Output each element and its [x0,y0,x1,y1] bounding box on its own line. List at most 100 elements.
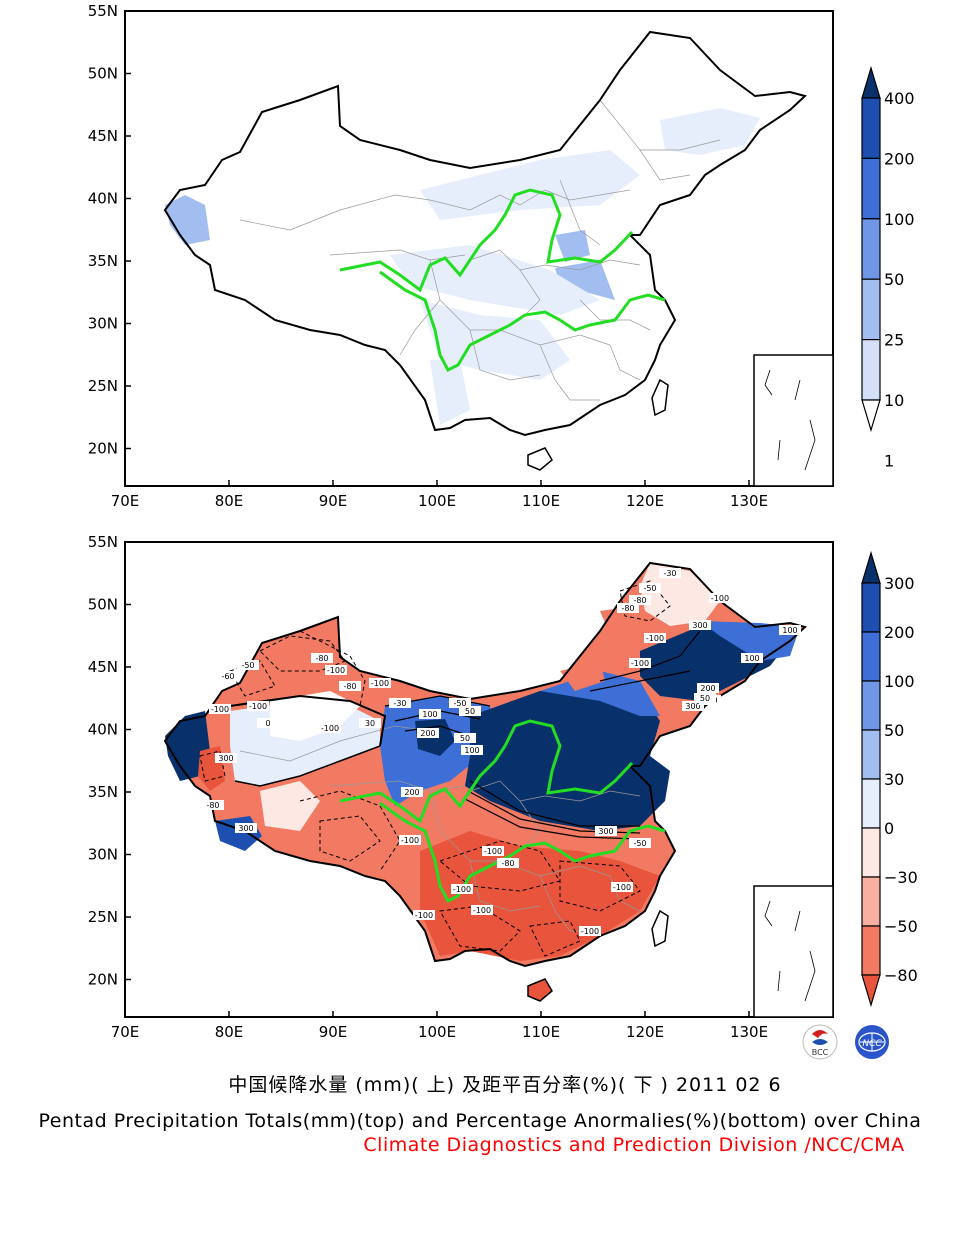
colorbar-label: 50 [884,721,904,740]
top-y-ticks: 55N 50N 45N 40N 35N 30N 25N 20N [88,2,131,458]
y-tick-label: 35N [88,783,118,801]
contour-label-bg [482,846,504,856]
yellow-river-bottom [339,719,634,824]
colorbar-segment [861,827,881,878]
x-tick-label: 120E [626,492,664,510]
contour-label-bg [497,858,519,868]
contour-label: -50 [633,839,646,848]
contour-label: -80 [315,654,328,663]
anom-tibet-pale [260,781,320,831]
colorbar-top-arrow [861,65,881,99]
precip-shade-northeast [660,108,760,155]
y-tick-label: 55N [88,533,118,551]
colorbar-label: −50 [884,917,918,936]
contour-label-bg [417,728,439,738]
y-tick-label: 55N [88,2,118,20]
x-tick-label: 80E [215,492,244,510]
contour-label-bg [369,678,391,688]
precip-shade-north [420,150,640,220]
contour-label-bg [359,718,381,728]
colorbar-label: 100 [884,672,915,691]
colorbar-segment [861,876,881,927]
contour-label-bg [611,882,633,892]
colorbar-label: 25 [884,331,904,350]
contour-label-bg [419,709,441,719]
contour-label-bg [217,671,239,681]
y-tick-label: 30N [88,846,118,864]
division-caption: Climate Diagnostics and Prediction Divis… [363,1134,905,1156]
top-province-borders [239,99,721,401]
colorbar-segment [861,339,881,401]
y-tick-label: 25N [88,377,118,395]
x-tick-label: 100E [418,492,456,510]
contour-label: 50 [460,734,470,743]
top-inset-box [753,354,833,486]
contour-label-bg [401,787,423,797]
contour-label: -100 [321,724,339,733]
contour-label: -100 [327,666,345,675]
y-tick-label: 45N [88,127,118,145]
x-tick-label: 80E [215,1023,244,1041]
contour-label-bg [257,718,279,728]
y-tick-label: 50N [88,65,118,83]
contour-label: -100 [473,906,491,915]
contour-label: 50 [465,707,475,716]
contour-label-bg [689,620,711,630]
contour-label-bg [209,704,231,714]
contour-label: -50 [643,584,656,593]
contour-label-bg [741,653,763,663]
contour-label: 200 [420,729,435,738]
contour-label-bg [413,910,435,920]
anom-heilongjiang-pale [640,563,720,626]
top-map-land [164,31,833,486]
bottom-map: -30 -50 -80 -100 -100 -100 -80 -50 -60 -100 -100 -8… [88,533,918,1041]
contour-label: -80 [621,604,634,613]
english-caption: Pentad Precipitation Totals(mm)(top) and… [38,1110,922,1132]
bcc-logo: BCC [802,1024,838,1060]
y-tick-label: 45N [88,658,118,676]
contour-label-bg [235,823,257,833]
yellow-river [339,188,634,293]
precip-shade-huaihe [555,260,615,300]
y-tick-label: 30N [88,315,118,333]
bottom-map-land: -30 -50 -80 -100 -100 -100 -80 -50 -60 -100 -100 -8… [164,562,833,1017]
precip-shade-central [555,230,590,262]
y-tick-label: 40N [88,721,118,739]
contour-label-bg [617,603,639,613]
contour-label-bg [709,593,731,603]
contour-label: -100 [249,702,267,711]
contour-label-bg [454,733,476,743]
bottom-x-ticks: 70E 80E 90E 100E 110E 120E 130E [111,1011,768,1041]
top-colorbar: 400 200 100 50 25 10 1 [861,65,915,470]
contour-label: -80 [343,682,356,691]
colorbar-label: 100 [884,210,915,229]
contour-label: -100 [711,594,729,603]
contour-label-bg [644,633,666,643]
colorbar-segment [861,582,881,633]
colorbar-segment [861,278,881,341]
precip-shade-southwest [430,360,470,425]
contour-label: 100 [782,626,797,635]
x-tick-label: 120E [626,1023,664,1041]
colorbar-label: 1 [884,451,894,470]
contour-label: -30 [393,699,406,708]
contour-label: 300 [218,754,233,763]
y-tick-label: 50N [88,596,118,614]
colorbar-segment [861,631,881,682]
contour-label-bg [237,660,259,670]
contour-label-bg [319,723,341,733]
y-tick-label: 25N [88,908,118,926]
colorbar-label: −80 [884,966,918,985]
colorbar-segment [861,778,881,829]
y-tick-label: 35N [88,252,118,270]
x-tick-label: 130E [730,1023,768,1041]
colorbar-segment [861,157,881,220]
ncc-logo-text: NCC [862,1039,882,1049]
contour-label-bg [461,745,483,755]
contour-label: 100 [464,746,479,755]
bottom-y-ticks: 55N 50N 45N 40N 35N 30N 25N 20N [88,533,131,989]
contour-label: -80 [501,859,514,868]
contour-label: 300 [238,824,253,833]
y-tick-label: 20N [88,440,118,458]
contour-label: 300 [685,702,700,711]
